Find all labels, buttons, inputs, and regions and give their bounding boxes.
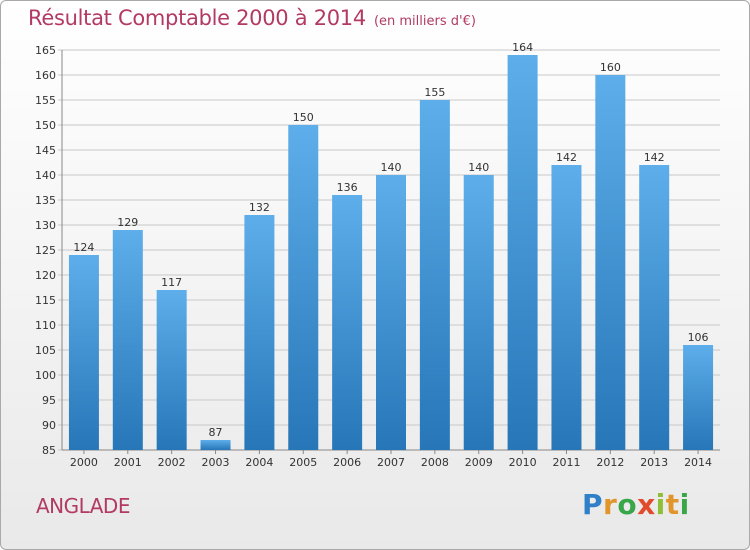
- x-tick-label-2001: 2001: [114, 456, 142, 469]
- data-label-2013: 142: [644, 151, 665, 164]
- y-tick-label: 85: [42, 444, 56, 457]
- chart-unit: (en milliers d'€): [373, 14, 476, 29]
- data-label-2007: 140: [381, 161, 402, 174]
- bar-2005: [288, 125, 319, 450]
- x-tick-label-2013: 2013: [640, 456, 668, 469]
- x-tick-label-2012: 2012: [596, 456, 624, 469]
- bar-2008: [419, 100, 450, 450]
- bar-2004: [244, 215, 275, 450]
- y-tick-label: 155: [35, 94, 56, 107]
- data-label-2005: 150: [293, 111, 314, 124]
- y-tick-label: 100: [35, 369, 56, 382]
- bar-2002: [156, 290, 187, 450]
- y-tick-label: 150: [35, 119, 56, 132]
- bar-2009: [463, 175, 494, 450]
- data-label-2006: 136: [337, 181, 358, 194]
- y-tick-label: 145: [35, 144, 56, 157]
- bars: [68, 55, 714, 450]
- data-label-2011: 142: [556, 151, 577, 164]
- y-tick-label: 160: [35, 69, 56, 82]
- bar-2006: [332, 195, 363, 450]
- commune-name: ANGLADE: [36, 494, 130, 518]
- bar-2011: [551, 165, 582, 450]
- x-tick-label-2002: 2002: [158, 456, 186, 469]
- x-tick-label-2010: 2010: [509, 456, 537, 469]
- x-tick-label-2011: 2011: [552, 456, 580, 469]
- y-tick-label: 90: [42, 419, 56, 432]
- bar-2014: [683, 345, 714, 450]
- bar-2012: [595, 75, 626, 450]
- data-label-2003: 87: [209, 426, 223, 439]
- x-tick-label-2007: 2007: [377, 456, 405, 469]
- y-tick-label: 140: [35, 169, 56, 182]
- bar-2000: [68, 255, 99, 450]
- data-label-2004: 132: [249, 201, 270, 214]
- bar-2013: [639, 165, 670, 450]
- axis-ticks: 8590951001051101151201251301351401451501…: [35, 44, 712, 469]
- data-label-2002: 117: [161, 276, 182, 289]
- y-tick-label: 125: [35, 244, 56, 257]
- data-label-2012: 160: [600, 61, 621, 74]
- bar-2003: [200, 440, 231, 450]
- x-tick-label-2000: 2000: [70, 456, 98, 469]
- y-tick-label: 95: [42, 394, 56, 407]
- chart-header: Résultat Comptable 2000 à 2014 (en millie…: [28, 6, 476, 30]
- x-tick-label-2003: 2003: [202, 456, 230, 469]
- x-tick-label-2008: 2008: [421, 456, 449, 469]
- y-tick-label: 115: [35, 294, 56, 307]
- data-label-2009: 140: [468, 161, 489, 174]
- x-tick-label-2006: 2006: [333, 456, 361, 469]
- bar-2007: [376, 175, 406, 450]
- y-tick-label: 110: [35, 319, 56, 332]
- y-tick-label: 120: [35, 269, 56, 282]
- data-label-2010: 164: [512, 41, 533, 54]
- y-tick-label: 105: [35, 344, 56, 357]
- y-tick-label: 135: [35, 194, 56, 207]
- data-label-2008: 155: [424, 86, 445, 99]
- proxiti-logo[interactable]: Proxiti: [582, 488, 690, 521]
- x-tick-label-2005: 2005: [289, 456, 317, 469]
- y-tick-label: 165: [35, 44, 56, 57]
- y-tick-label: 130: [35, 219, 56, 232]
- data-label-2001: 129: [117, 216, 138, 229]
- bar-2010: [507, 55, 538, 450]
- x-tick-label-2014: 2014: [684, 456, 712, 469]
- bar-2001: [112, 230, 143, 450]
- data-label-2000: 124: [73, 241, 94, 254]
- data-labels: 124 129 117 87 132 150 136 140 155 140 164 142 160 14…: [73, 41, 708, 439]
- x-tick-label-2009: 2009: [465, 456, 493, 469]
- data-label-2014: 106: [688, 331, 709, 344]
- x-tick-label-2004: 2004: [245, 456, 273, 469]
- chart-title: Résultat Comptable 2000 à 2014: [28, 6, 366, 30]
